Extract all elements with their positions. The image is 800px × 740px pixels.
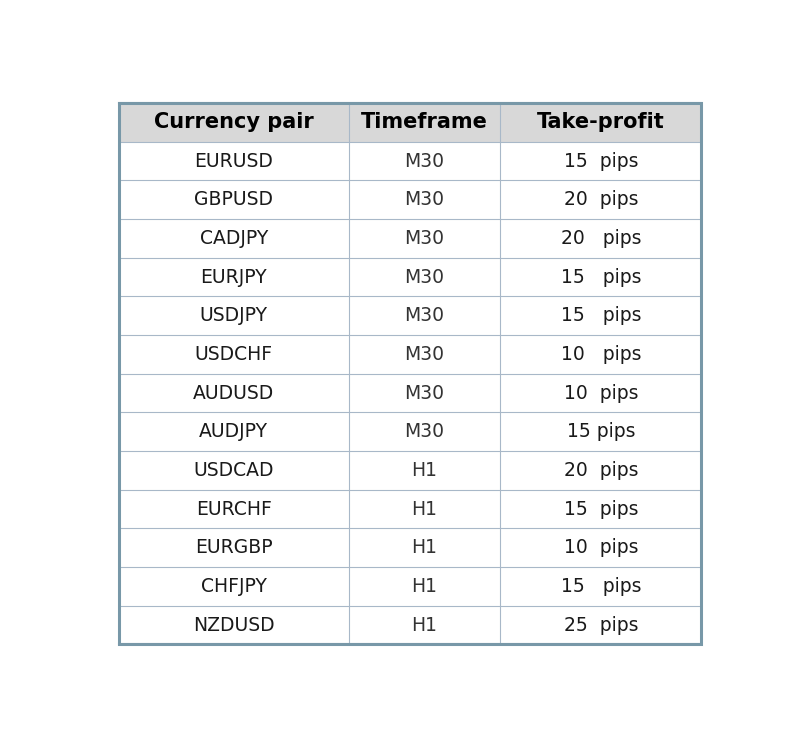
Text: 10  pips: 10 pips bbox=[564, 538, 638, 557]
Text: EURGBP: EURGBP bbox=[195, 538, 273, 557]
Text: EURUSD: EURUSD bbox=[194, 152, 273, 170]
Text: Take-profit: Take-profit bbox=[537, 112, 665, 132]
Text: 15  pips: 15 pips bbox=[564, 500, 638, 519]
Text: H1: H1 bbox=[411, 538, 438, 557]
Text: USDCHF: USDCHF bbox=[194, 345, 273, 364]
Bar bbox=[118, 605, 702, 645]
Text: 15  pips: 15 pips bbox=[564, 152, 638, 170]
Text: 15   pips: 15 pips bbox=[561, 577, 641, 596]
Text: M30: M30 bbox=[405, 268, 445, 286]
Text: 15   pips: 15 pips bbox=[561, 306, 641, 325]
Bar bbox=[118, 567, 702, 605]
Text: M30: M30 bbox=[405, 306, 445, 325]
Text: 20   pips: 20 pips bbox=[561, 229, 641, 248]
Bar bbox=[118, 374, 702, 412]
Text: H1: H1 bbox=[411, 616, 438, 634]
Text: M30: M30 bbox=[405, 152, 445, 170]
Bar bbox=[118, 219, 702, 258]
Text: CHFJPY: CHFJPY bbox=[201, 577, 266, 596]
Bar bbox=[118, 528, 702, 567]
Text: Currency pair: Currency pair bbox=[154, 112, 314, 132]
Text: H1: H1 bbox=[411, 500, 438, 519]
Text: GBPUSD: GBPUSD bbox=[194, 190, 274, 209]
Text: M30: M30 bbox=[405, 229, 445, 248]
Text: CADJPY: CADJPY bbox=[199, 229, 268, 248]
Text: 10   pips: 10 pips bbox=[561, 345, 641, 364]
Text: 20  pips: 20 pips bbox=[564, 461, 638, 480]
Bar bbox=[118, 141, 702, 181]
Text: M30: M30 bbox=[405, 423, 445, 441]
Text: EURCHF: EURCHF bbox=[196, 500, 272, 519]
Text: M30: M30 bbox=[405, 345, 445, 364]
Text: USDCAD: USDCAD bbox=[194, 461, 274, 480]
Text: H1: H1 bbox=[411, 461, 438, 480]
Text: 15 pips: 15 pips bbox=[566, 423, 635, 441]
Bar bbox=[118, 258, 702, 296]
Text: 10  pips: 10 pips bbox=[564, 383, 638, 403]
Text: Timeframe: Timeframe bbox=[361, 112, 488, 132]
Text: USDJPY: USDJPY bbox=[200, 306, 268, 325]
Text: AUDJPY: AUDJPY bbox=[199, 423, 268, 441]
Bar bbox=[118, 181, 702, 219]
Text: 15   pips: 15 pips bbox=[561, 268, 641, 286]
Text: 25  pips: 25 pips bbox=[564, 616, 638, 634]
Text: H1: H1 bbox=[411, 577, 438, 596]
Text: M30: M30 bbox=[405, 190, 445, 209]
Bar bbox=[118, 412, 702, 451]
Text: M30: M30 bbox=[405, 383, 445, 403]
Text: EURJPY: EURJPY bbox=[200, 268, 267, 286]
Bar bbox=[118, 451, 702, 490]
Text: 20  pips: 20 pips bbox=[564, 190, 638, 209]
Text: NZDUSD: NZDUSD bbox=[193, 616, 274, 634]
Bar bbox=[118, 103, 702, 141]
Bar bbox=[118, 335, 702, 374]
Text: AUDUSD: AUDUSD bbox=[193, 383, 274, 403]
Bar bbox=[118, 296, 702, 335]
Bar bbox=[118, 490, 702, 528]
